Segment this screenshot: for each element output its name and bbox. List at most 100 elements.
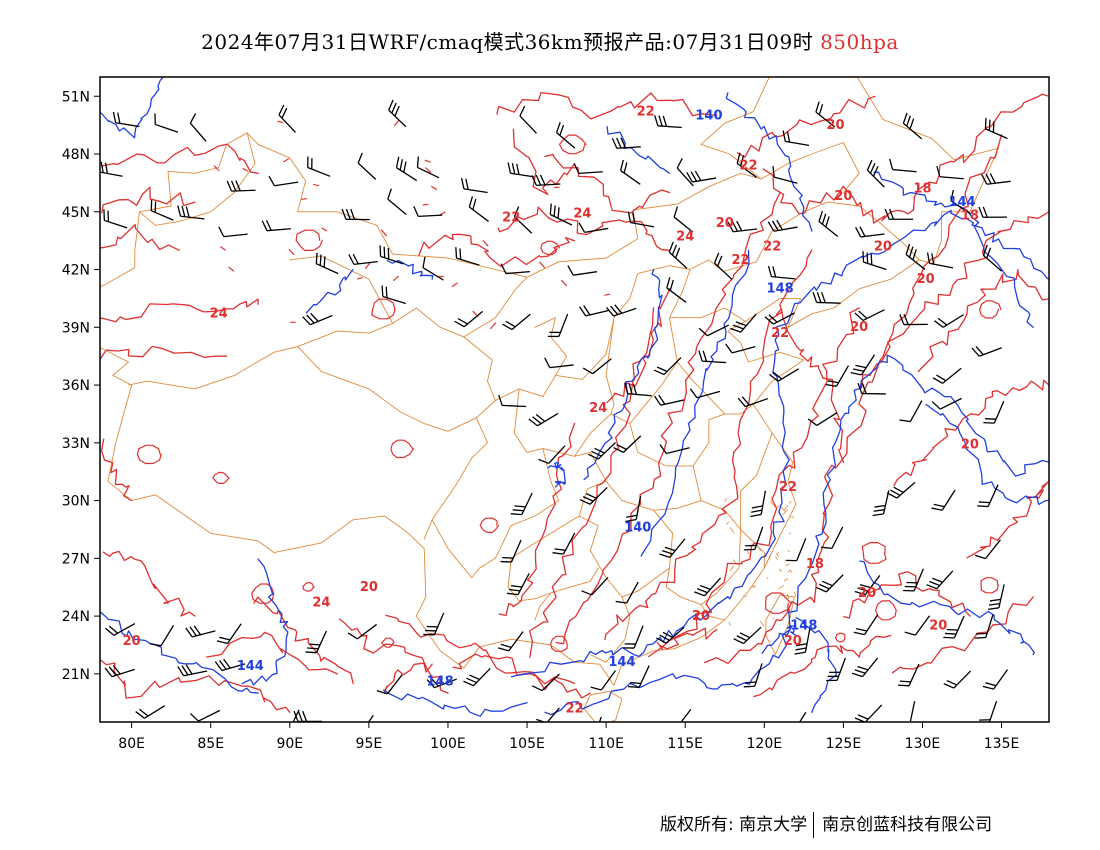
wind-barb xyxy=(268,175,299,187)
temperature-label: 20 xyxy=(917,272,935,287)
temperature-label: 24 xyxy=(312,595,330,610)
barb-feather xyxy=(391,102,397,114)
barb-feather xyxy=(297,710,303,722)
barb-feather xyxy=(689,388,698,399)
barb-feather xyxy=(413,206,419,217)
y-tick-label: 30N xyxy=(62,494,90,510)
wind-barb xyxy=(853,614,879,636)
temperature-fragment xyxy=(242,168,249,172)
barb-staff xyxy=(798,711,807,722)
barb-feather xyxy=(671,244,678,256)
barb-feather xyxy=(903,314,909,325)
temperature-fragment xyxy=(425,167,432,173)
wind-barb xyxy=(943,615,965,639)
temperature-fragment xyxy=(393,275,399,281)
barb-feather xyxy=(531,175,537,186)
barb-feather xyxy=(975,346,984,356)
wind-barb xyxy=(884,208,914,220)
wind-barb xyxy=(582,358,612,375)
coast-detail xyxy=(787,570,791,573)
wind-barb xyxy=(825,365,850,387)
temperature-cell xyxy=(371,298,396,320)
coast-detail xyxy=(794,591,797,597)
wind-barb xyxy=(422,256,444,281)
wind-barb xyxy=(498,631,524,652)
barb-feather xyxy=(347,632,358,640)
barb-feather xyxy=(912,249,917,261)
map-title: 2024年07月31日WRF/cmaq模式36km预报产品:07月31日09时 … xyxy=(0,26,1100,55)
barb-feather xyxy=(351,729,362,732)
wind-barb xyxy=(899,400,923,423)
barb-feather xyxy=(899,725,910,727)
boundary-line xyxy=(676,361,754,415)
temperature-label: 20 xyxy=(692,609,710,624)
barb-feather xyxy=(619,159,624,171)
coast-detail xyxy=(789,501,792,504)
coast-detail xyxy=(778,568,782,573)
barb-feather xyxy=(767,265,773,277)
wind-barb xyxy=(625,495,642,523)
temperature-isoline xyxy=(100,658,291,714)
barb-feather xyxy=(614,304,623,314)
wind-barb xyxy=(189,709,221,722)
y-tick-label: 42N xyxy=(62,263,90,279)
temperature-label: 20 xyxy=(360,580,378,595)
barb-staff xyxy=(732,345,756,354)
y-tick-label: 39N xyxy=(62,320,90,336)
temperature-fragment xyxy=(301,198,307,200)
wind-barb xyxy=(341,208,370,221)
wind-barb xyxy=(936,165,964,180)
x-tick-label: 110E xyxy=(588,736,624,752)
coast-detail xyxy=(775,556,778,561)
wind-barb xyxy=(100,161,123,177)
wind-barb xyxy=(899,314,928,326)
y-tick-label: 27N xyxy=(62,551,90,567)
wind-barb xyxy=(666,708,692,728)
barb-feather xyxy=(536,718,546,722)
y-tick-label: 24N xyxy=(62,609,90,625)
wind-barb xyxy=(413,206,443,218)
barb-feather xyxy=(674,247,681,259)
barb-feather xyxy=(403,161,407,173)
barb-feather xyxy=(859,226,866,237)
temperature-fragment xyxy=(490,322,497,330)
barb-feather xyxy=(268,175,276,187)
barb-feather xyxy=(293,710,299,722)
temperature-cell xyxy=(381,637,395,648)
wind-barb xyxy=(905,243,926,270)
barb-staff xyxy=(367,714,374,722)
barb-feather xyxy=(795,647,807,651)
barb-feather xyxy=(946,679,958,686)
temperature-fragment xyxy=(451,282,458,288)
barb-staff xyxy=(676,167,694,187)
boundary-line xyxy=(740,529,765,569)
coast-detail xyxy=(746,550,749,555)
barb-feather xyxy=(976,632,988,635)
barb-feather xyxy=(323,256,326,268)
barb-feather xyxy=(559,124,565,136)
barb-feather xyxy=(743,685,755,688)
wind-barb xyxy=(886,481,916,499)
height-isoline xyxy=(640,249,750,557)
barb-feather xyxy=(890,489,901,496)
barb-feather xyxy=(862,251,865,263)
barb-feather xyxy=(387,188,393,200)
barb-feather xyxy=(218,660,227,670)
temperature-label: 20 xyxy=(874,239,892,254)
wind-barb xyxy=(736,152,758,178)
wind-barb xyxy=(931,489,956,511)
contour-labels: 1822202218182020222424222220206242422222… xyxy=(123,105,979,717)
boundary-line xyxy=(463,336,496,419)
barb-feather xyxy=(668,241,674,253)
barb-feather xyxy=(613,446,624,453)
barb-feather xyxy=(632,383,638,395)
wind-barb xyxy=(498,394,527,408)
barb-staff xyxy=(422,267,444,281)
barb-feather xyxy=(594,447,605,454)
wind-barb xyxy=(579,305,610,317)
barb-feather xyxy=(502,323,513,331)
boundary-line xyxy=(431,448,560,579)
wind-barb xyxy=(854,575,881,596)
barb-feather xyxy=(852,368,864,372)
barb-feather xyxy=(666,725,677,728)
